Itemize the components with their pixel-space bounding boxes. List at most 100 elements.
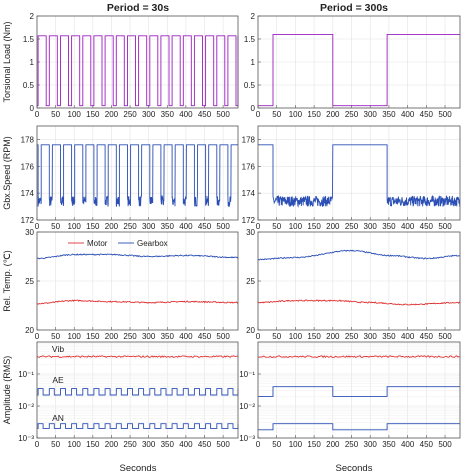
x-tick-label: 100 — [68, 222, 82, 231]
x-tick-label: 50 — [272, 440, 281, 449]
y-tick-label: 178 — [21, 135, 35, 144]
panel-temp-300: 0 50 100 150 200 250 300 350 400 450 500 20 25 30 — [246, 228, 461, 341]
y-tick-label: 25 — [25, 277, 34, 286]
x-tick-label: 150 — [307, 440, 321, 449]
y-tick-label: 10⁻² — [18, 402, 34, 411]
panel-amp-30: 0 50 100 150 200 250 300 350 400 450 500 10⁻³ 10⁻² 10… — [2, 341, 239, 449]
x-tick-label: 400 — [401, 332, 415, 341]
plot-frame — [36, 125, 239, 221]
x-tick-label: 200 — [326, 222, 340, 231]
series-ae-1 — [37, 388, 239, 396]
y-tick-label: 1.5 — [23, 35, 35, 44]
x-tick-label: 350 — [382, 332, 396, 341]
x-tick-label: 0 — [256, 110, 261, 119]
series-motor-0 — [37, 299, 239, 305]
x-axis-labels: Seconds Seconds — [120, 463, 373, 474]
x-tick-label: 350 — [382, 110, 396, 119]
y-tick-label: 0 — [30, 104, 35, 113]
y-tick-label: 172 — [242, 216, 256, 225]
plot-area — [258, 126, 460, 220]
y-tick-label: 30 — [246, 228, 255, 237]
plot-frame — [257, 231, 461, 331]
y-tick-label: 25 — [246, 277, 255, 286]
y-axis-label: Rel. Temp. (℃) — [2, 250, 12, 311]
x-tick-label: 150 — [86, 332, 100, 341]
x-tick-label: 350 — [161, 332, 175, 341]
y-axis-label: Amplitude (RMS) — [2, 356, 12, 425]
x-tick-label: 150 — [86, 222, 100, 231]
x-tick-label: 100 — [68, 110, 82, 119]
x-tick-label: 50 — [272, 222, 281, 231]
series-an-2 — [258, 423, 460, 431]
series-gearbox-1 — [36, 253, 239, 260]
x-tick-label: 500 — [216, 332, 230, 341]
y-tick-label: 0.5 — [23, 81, 35, 90]
series-line-0 — [258, 33, 460, 107]
y-tick-label: 2 — [251, 12, 256, 21]
y-tick-label: 1.5 — [244, 35, 256, 44]
y-axis-label: Torsional Load (Nm) — [2, 21, 12, 102]
x-tick-label: 150 — [307, 222, 321, 231]
x-tick-label: 250 — [123, 440, 137, 449]
x-tick-label: 250 — [345, 440, 359, 449]
x-tick-label: 0 — [35, 440, 40, 449]
x-tick-label: 350 — [382, 440, 396, 449]
panels: 0 50 100 150 200 250 300 350 400 450 50000.511.52T… — [2, 12, 461, 449]
x-tick-label: 200 — [105, 222, 119, 231]
x-tick-label: 300 — [142, 110, 156, 119]
x-tick-label: 300 — [142, 332, 156, 341]
series-ae-1 — [258, 386, 460, 397]
y-tick-label: 20 — [25, 326, 34, 335]
x-tick-label: 450 — [198, 332, 212, 341]
x-tick-label: 400 — [401, 110, 415, 119]
y-axis-label: Gbx.Speed (RPM) — [2, 136, 12, 210]
y-tick-label: 30 — [25, 228, 34, 237]
legend-gearbox-label: Gearbox — [137, 239, 168, 248]
panel-speed-300: 0 50 100 150 200 250 300 350 400 450 500 172 174 176 1… — [242, 125, 461, 231]
plot-frame — [257, 15, 461, 109]
x-tick-label: 350 — [161, 110, 175, 119]
x-tick-label: 50 — [272, 332, 281, 341]
x-tick-label: 450 — [198, 222, 212, 231]
x-tick-label: 0 — [256, 440, 261, 449]
x-tick-label: 400 — [179, 440, 193, 449]
y-tick-label: 176 — [242, 162, 256, 171]
x-tick-label: 250 — [345, 110, 359, 119]
y-tick-label: 174 — [21, 189, 35, 198]
x-tick-label: 200 — [105, 110, 119, 119]
panel-torque-300: 0 50 100 150 200 250 300 350 400 450 500 0 0.5 1 1.5 2 — [244, 12, 461, 119]
series-vib-0 — [36, 355, 239, 359]
x-tick-label: 0 — [256, 332, 261, 341]
x-tick-label: 100 — [289, 222, 303, 231]
x-tick-label: 500 — [438, 440, 452, 449]
legend: Motor Gearbox — [68, 239, 168, 248]
x-tick-label: 500 — [438, 110, 452, 119]
x-tick-label: 300 — [142, 440, 156, 449]
plot-frame — [36, 231, 239, 331]
x-tick-label: 100 — [68, 332, 82, 341]
x-tick-label: 0 — [35, 222, 40, 231]
x-tick-label: 450 — [420, 440, 434, 449]
x-tick-label: 300 — [364, 440, 378, 449]
x-tick-label: 500 — [216, 222, 230, 231]
y-tick-label: 20 — [246, 326, 255, 335]
x-tick-label: 300 — [364, 332, 378, 341]
panel-torque-30: 0 50 100 150 200 250 300 350 400 450 500 0 0.5 1 1.5 2 T… — [2, 12, 239, 119]
x-tick-label: 50 — [51, 332, 60, 341]
x-tick-label: 450 — [198, 440, 212, 449]
xlabel-right: Seconds — [336, 463, 373, 474]
x-tick-label: 500 — [216, 110, 230, 119]
x-tick-label: 100 — [68, 440, 82, 449]
x-tick-label: 350 — [161, 440, 175, 449]
x-tick-label: 300 — [364, 110, 378, 119]
series-an-2 — [37, 423, 239, 429]
y-tick-label: 2 — [30, 12, 35, 21]
x-tick-label: 400 — [401, 222, 415, 231]
x-tick-label: 450 — [420, 110, 434, 119]
x-tick-label: 50 — [51, 440, 60, 449]
x-tick-label: 0 — [35, 332, 40, 341]
x-tick-label: 100 — [289, 440, 303, 449]
y-tick-label: 176 — [21, 162, 35, 171]
x-tick-label: 200 — [326, 110, 340, 119]
